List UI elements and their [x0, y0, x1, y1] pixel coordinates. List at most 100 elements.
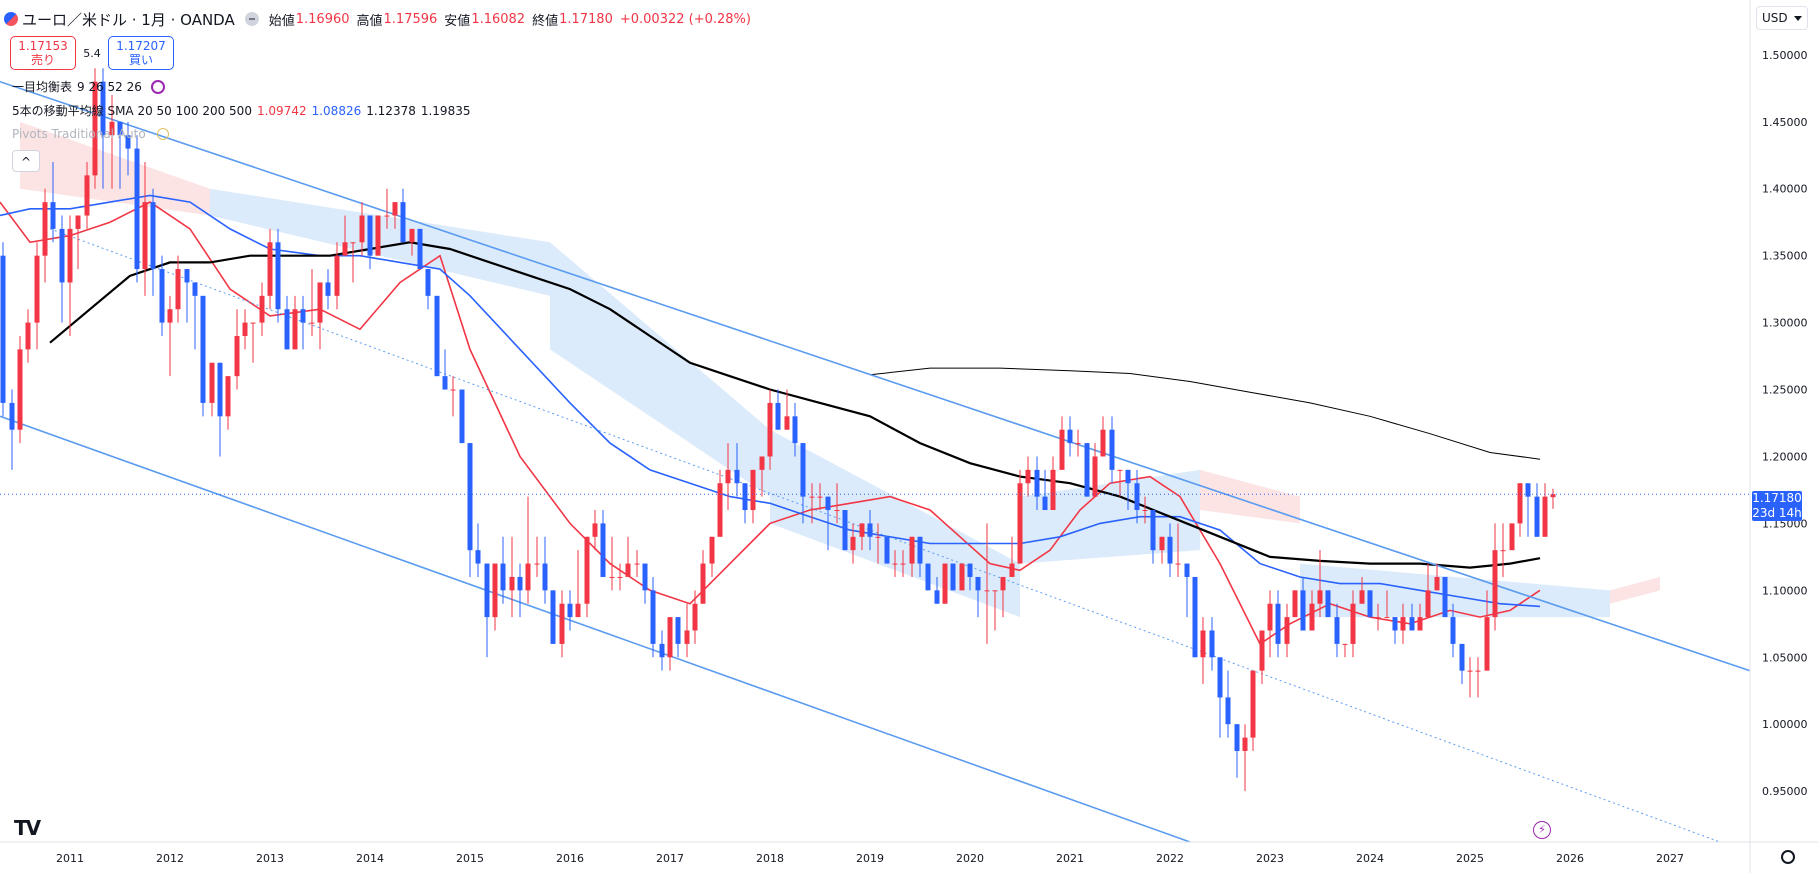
- candle-body-164: [1367, 590, 1373, 618]
- candle-body-134: [1117, 469, 1123, 471]
- symbol-title[interactable]: ユーロ／米ドル · 1月 · OANDA: [22, 10, 235, 29]
- candle-body-20: [167, 309, 173, 323]
- candle-body-87: [725, 469, 731, 484]
- cloud-segment-5: [1200, 469, 1300, 524]
- candle-body-44: [367, 215, 373, 256]
- buy-price: 1.17207: [116, 39, 166, 53]
- candle-body-107: [892, 563, 898, 565]
- candle-body-100: [834, 510, 840, 512]
- x-tick-label-2: 2013: [256, 852, 284, 865]
- sell-button[interactable]: 1.17153 売り: [10, 36, 76, 70]
- candle-body-106: [884, 536, 890, 564]
- candle-body-119: [992, 590, 998, 592]
- hidden-eye-icon[interactable]: [156, 128, 169, 140]
- cloud-segment-7: [1610, 576, 1660, 604]
- x-tick-label-5: 2016: [556, 852, 584, 865]
- y-tick-label-0: 0.95000: [1762, 785, 1808, 798]
- ichimoku-label: 一目均衡表: [12, 80, 73, 94]
- currency-selector[interactable]: USD: [1756, 6, 1808, 30]
- tradingview-logo[interactable]: TV: [14, 816, 41, 840]
- candle-body-24: [200, 295, 206, 403]
- candle-body-103: [859, 523, 865, 537]
- candle-body-137: [1142, 510, 1148, 512]
- x-tick-label-0: 2011: [56, 852, 84, 865]
- candle-body-90: [750, 469, 756, 511]
- candle-body-108: [900, 563, 906, 565]
- high-value: 1.17596: [383, 11, 438, 27]
- sell-price: 1.17153: [18, 39, 68, 53]
- candle-body-35: [292, 309, 298, 350]
- candle-body-131: [1092, 456, 1098, 497]
- ichimoku-legend[interactable]: 一目均衡表 9 26 52 26: [12, 78, 170, 95]
- candle-body-63: [525, 563, 531, 591]
- candle-body-86: [717, 483, 723, 537]
- candle-body-112: [934, 590, 940, 604]
- candle-body-61: [509, 576, 515, 591]
- candle-body-156: [1300, 590, 1306, 631]
- candle-body-15: [125, 135, 131, 149]
- candle-body-58: [484, 563, 490, 618]
- candle-body-38: [317, 282, 323, 323]
- candle-body-42: [350, 242, 356, 244]
- candle-body-2: [17, 349, 23, 430]
- collapse-header-icon[interactable]: [244, 12, 259, 26]
- gear-icon[interactable]: [1781, 850, 1795, 864]
- candle-body-104: [867, 523, 873, 537]
- candle-body-167: [1392, 617, 1398, 631]
- collapse-legend-button[interactable]: ^: [12, 150, 40, 172]
- sma-legend[interactable]: 5本の移動平均線 SMA 20 50 100 200 500 1.09742 1…: [12, 102, 475, 119]
- bar-countdown: 23d 14h: [1752, 506, 1802, 520]
- x-tick-label-7: 2018: [756, 852, 784, 865]
- candle-body-16: [134, 148, 140, 270]
- candle-body-14: [117, 121, 123, 136]
- candle-body-0: [0, 255, 6, 403]
- buy-label: 買い: [128, 53, 153, 67]
- currency-label: USD: [1762, 11, 1788, 25]
- candle-body-85: [709, 536, 715, 564]
- y-tick-label-10: 1.45000: [1762, 116, 1808, 129]
- bolt-icon[interactable]: ⚡: [1533, 821, 1551, 839]
- buy-button[interactable]: 1.17207 買い: [108, 36, 174, 70]
- candle-body-13: [109, 121, 115, 136]
- sma-label: 5本の移動平均線 SMA 20 50 100 200 500: [12, 104, 252, 118]
- candle-body-1: [9, 402, 15, 430]
- candle-body-158: [1317, 590, 1323, 604]
- loading-icon: [150, 79, 165, 94]
- candle-body-180: [1500, 550, 1506, 552]
- spread-value: 5.4: [83, 46, 101, 60]
- candle-body-128: [1067, 429, 1073, 444]
- candle-body-82: [684, 630, 690, 644]
- candle-body-23: [192, 282, 198, 296]
- candle-body-4: [34, 255, 40, 323]
- candle-body-169: [1409, 617, 1415, 631]
- candle-body-146: [1217, 657, 1223, 698]
- x-tick-label-11: 2022: [1156, 852, 1184, 865]
- candle-body-52: [434, 295, 440, 377]
- pivots-legend[interactable]: Pivots Traditional Auto: [12, 127, 174, 141]
- candle-body-67: [559, 603, 565, 644]
- x-tick-label-6: 2017: [656, 852, 684, 865]
- candle-body-17: [142, 202, 148, 270]
- low-value: 1.16082: [471, 11, 526, 27]
- candle-body-53: [442, 376, 448, 390]
- candle-body-149: [1242, 737, 1248, 751]
- candle-body-99: [825, 496, 831, 511]
- candle-body-114: [950, 563, 956, 591]
- candle-body-94: [784, 416, 790, 430]
- candle-body-95: [792, 416, 798, 444]
- x-tick-label-12: 2023: [1256, 852, 1284, 865]
- candle-body-57: [475, 550, 481, 564]
- candle-body-125: [1042, 496, 1048, 511]
- candle-body-124: [1034, 469, 1040, 497]
- candle-body-109: [909, 536, 915, 564]
- candle-body-36: [300, 309, 306, 323]
- candle-body-116: [967, 563, 973, 577]
- y-tick-label-5: 1.20000: [1762, 450, 1808, 463]
- ichimoku-params: 9 26 52 26: [77, 79, 142, 94]
- candle-body-49: [409, 228, 415, 243]
- low-label: 安値: [444, 13, 471, 29]
- candle-body-141: [1175, 563, 1181, 565]
- symbol-header: ユーロ／米ドル · 1月 · OANDA 始値 1.16960 高値 1.175…: [4, 8, 751, 30]
- candle-body-68: [567, 603, 573, 618]
